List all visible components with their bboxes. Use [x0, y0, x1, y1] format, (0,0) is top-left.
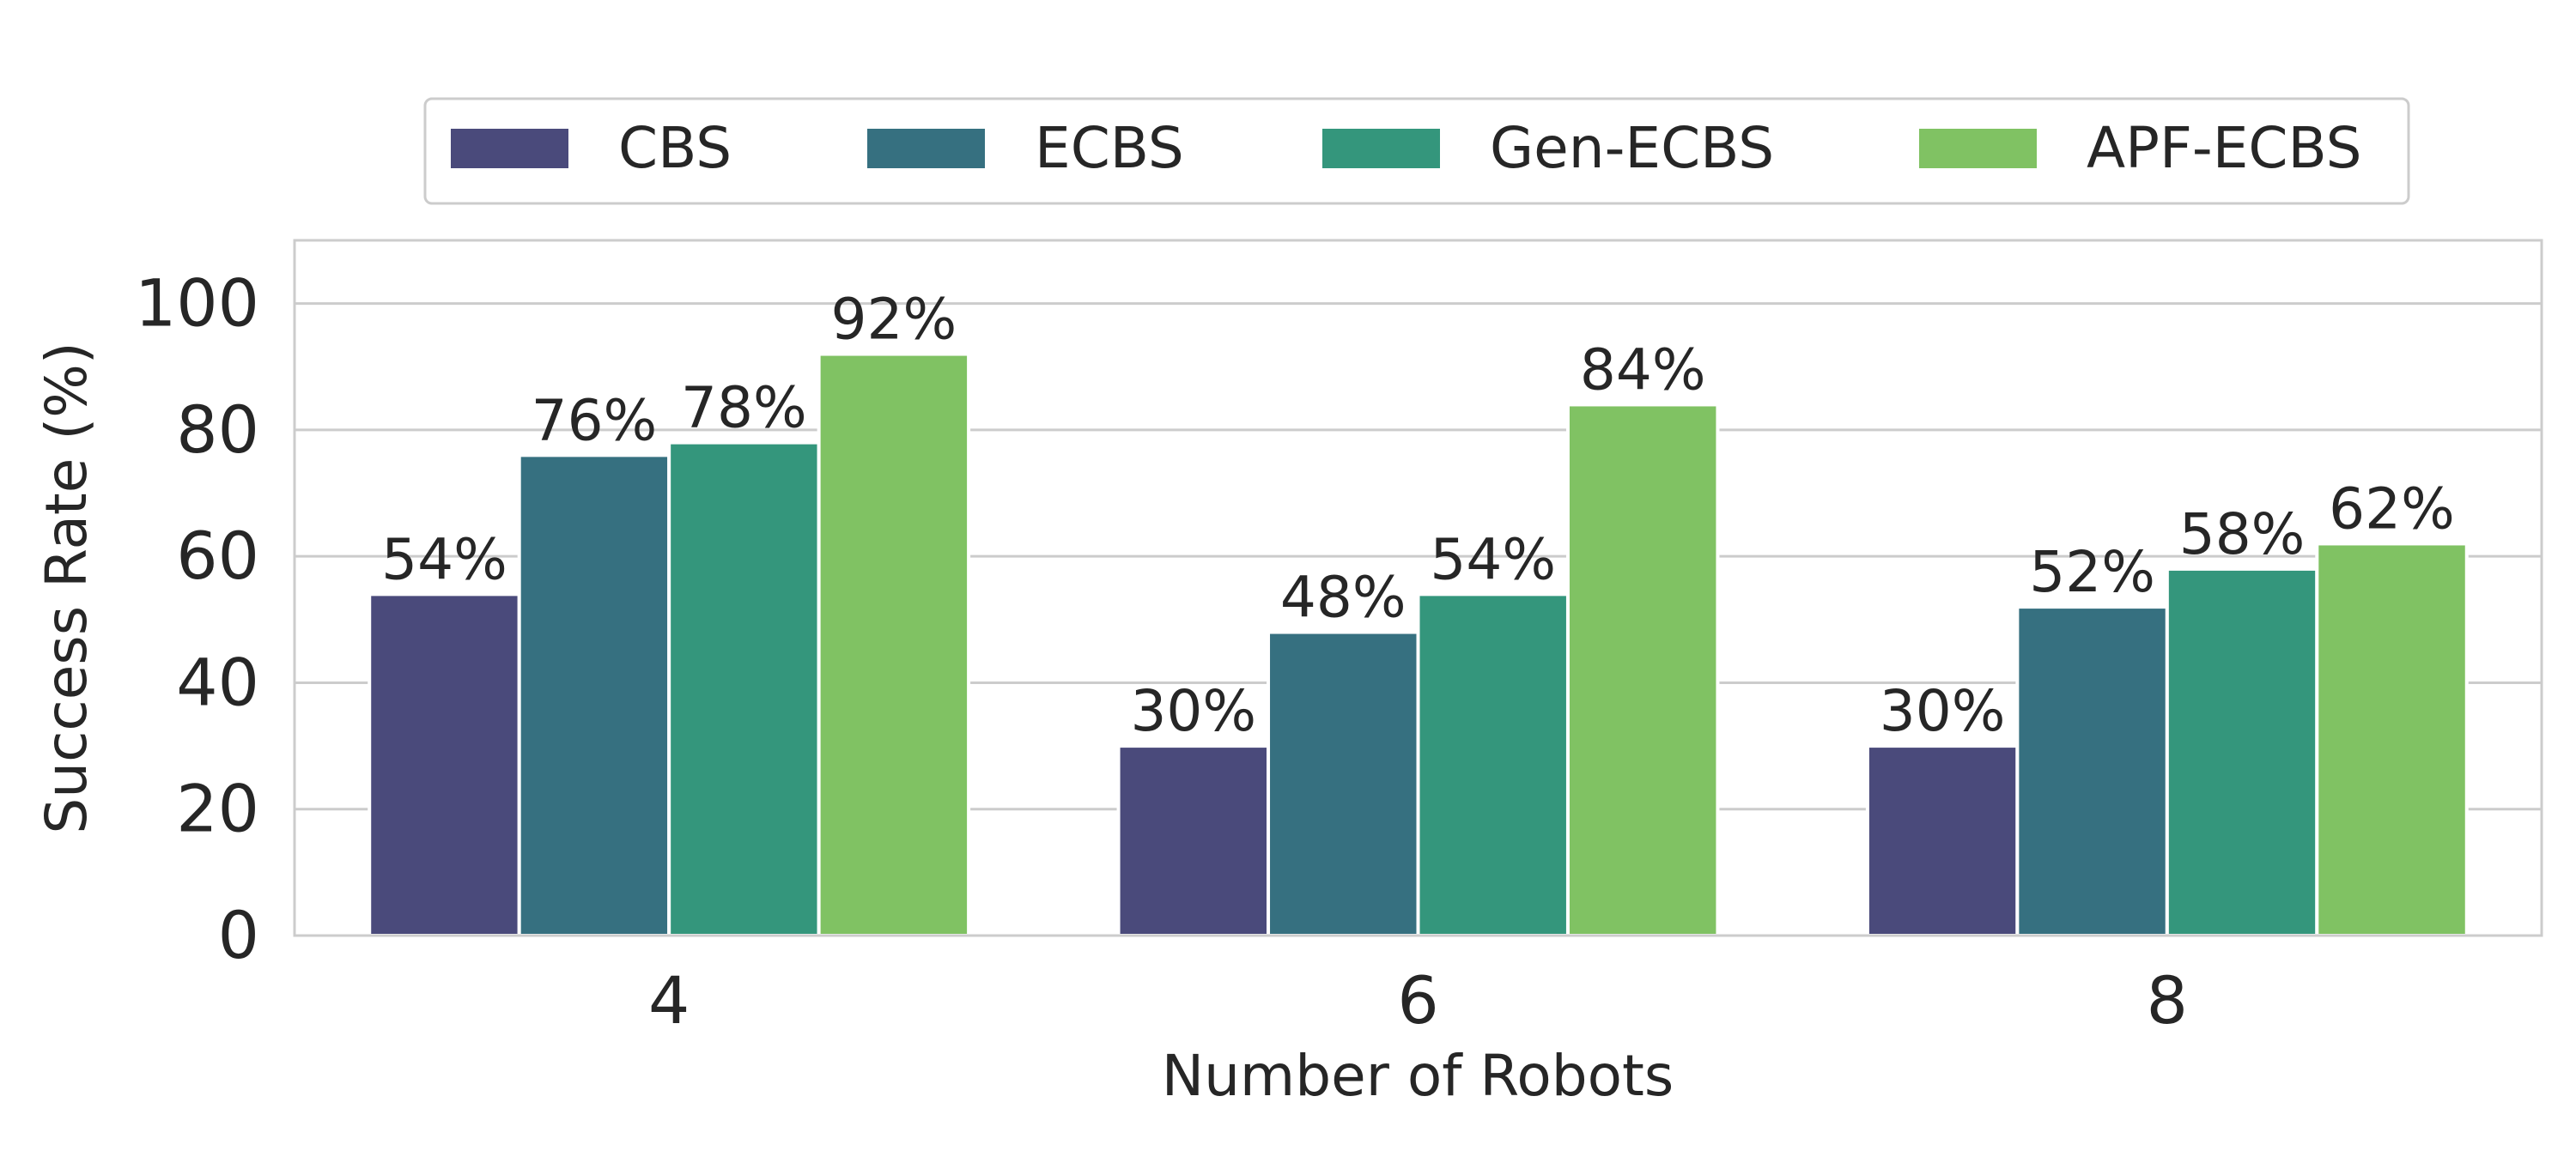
bar: [1116, 744, 1271, 937]
bar: [517, 453, 671, 937]
y-tick-label: 60: [176, 518, 259, 594]
legend-label: Gen-ECBS: [1490, 115, 1774, 181]
bar-value-label: 54%: [381, 526, 507, 592]
legend-label: CBS: [618, 115, 732, 181]
y-tick-label: 20: [176, 771, 259, 847]
bar-value-label: 92%: [831, 287, 957, 353]
x-tick-label: 8: [2147, 962, 2188, 1039]
data-labels: 54% 76% 78% 92% 30% 48% 54% 84% 30% 52% 58% 62%: [381, 287, 2455, 745]
bar-value-label: 76%: [532, 387, 658, 453]
plot-frame: [293, 239, 2543, 937]
bars: [368, 352, 2469, 938]
bar: [1416, 592, 1570, 937]
bar: [1565, 403, 1720, 938]
y-tick-label: 0: [218, 897, 259, 973]
bar: [1267, 630, 1420, 938]
bar-value-label: 48%: [1280, 565, 1406, 631]
bar: [667, 440, 821, 937]
bar: [2315, 542, 2469, 937]
bar-value-label: 30%: [1130, 678, 1256, 744]
bar-value-label: 30%: [1880, 678, 2006, 744]
legend-items: CBS ECBS Gen-ECBS APF-ECBS: [451, 115, 2362, 181]
x-axis-label: Number of Robots: [1162, 1043, 1674, 1109]
bar: [368, 592, 521, 937]
x-tick-label: 6: [1397, 962, 1438, 1039]
bar-value-label: 58%: [2179, 501, 2306, 567]
bar-value-label: 78%: [681, 375, 807, 441]
bar-value-label: 54%: [1430, 526, 1556, 592]
legend-label: ECBS: [1035, 115, 1184, 181]
legend-swatch: [1322, 129, 1440, 168]
legend-label: APF-ECBS: [2087, 115, 2362, 181]
x-tick-labels: 4 6 8: [648, 962, 2188, 1039]
legend-swatch: [867, 129, 985, 168]
bar-value-label: 62%: [2329, 475, 2455, 542]
y-tick-labels: 0 20 40 60 80 100: [135, 265, 259, 973]
bar: [1865, 744, 2020, 937]
legend-swatch: [451, 129, 568, 168]
y-tick-label: 40: [176, 644, 259, 720]
y-axis-label: Success Rate (%): [33, 342, 100, 833]
legend: CBS ECBS Gen-ECBS APF-ECBS: [423, 97, 2410, 205]
y-tick-label: 100: [135, 265, 259, 342]
legend-swatch: [1919, 129, 2037, 168]
bar: [2165, 566, 2319, 938]
bar: [2015, 605, 2169, 937]
bar: [817, 352, 971, 937]
x-tick-label: 4: [648, 962, 690, 1039]
bar-value-label: 84%: [1580, 336, 1706, 403]
bar-value-label: 52%: [2029, 539, 2155, 605]
y-tick-label: 80: [176, 391, 259, 468]
